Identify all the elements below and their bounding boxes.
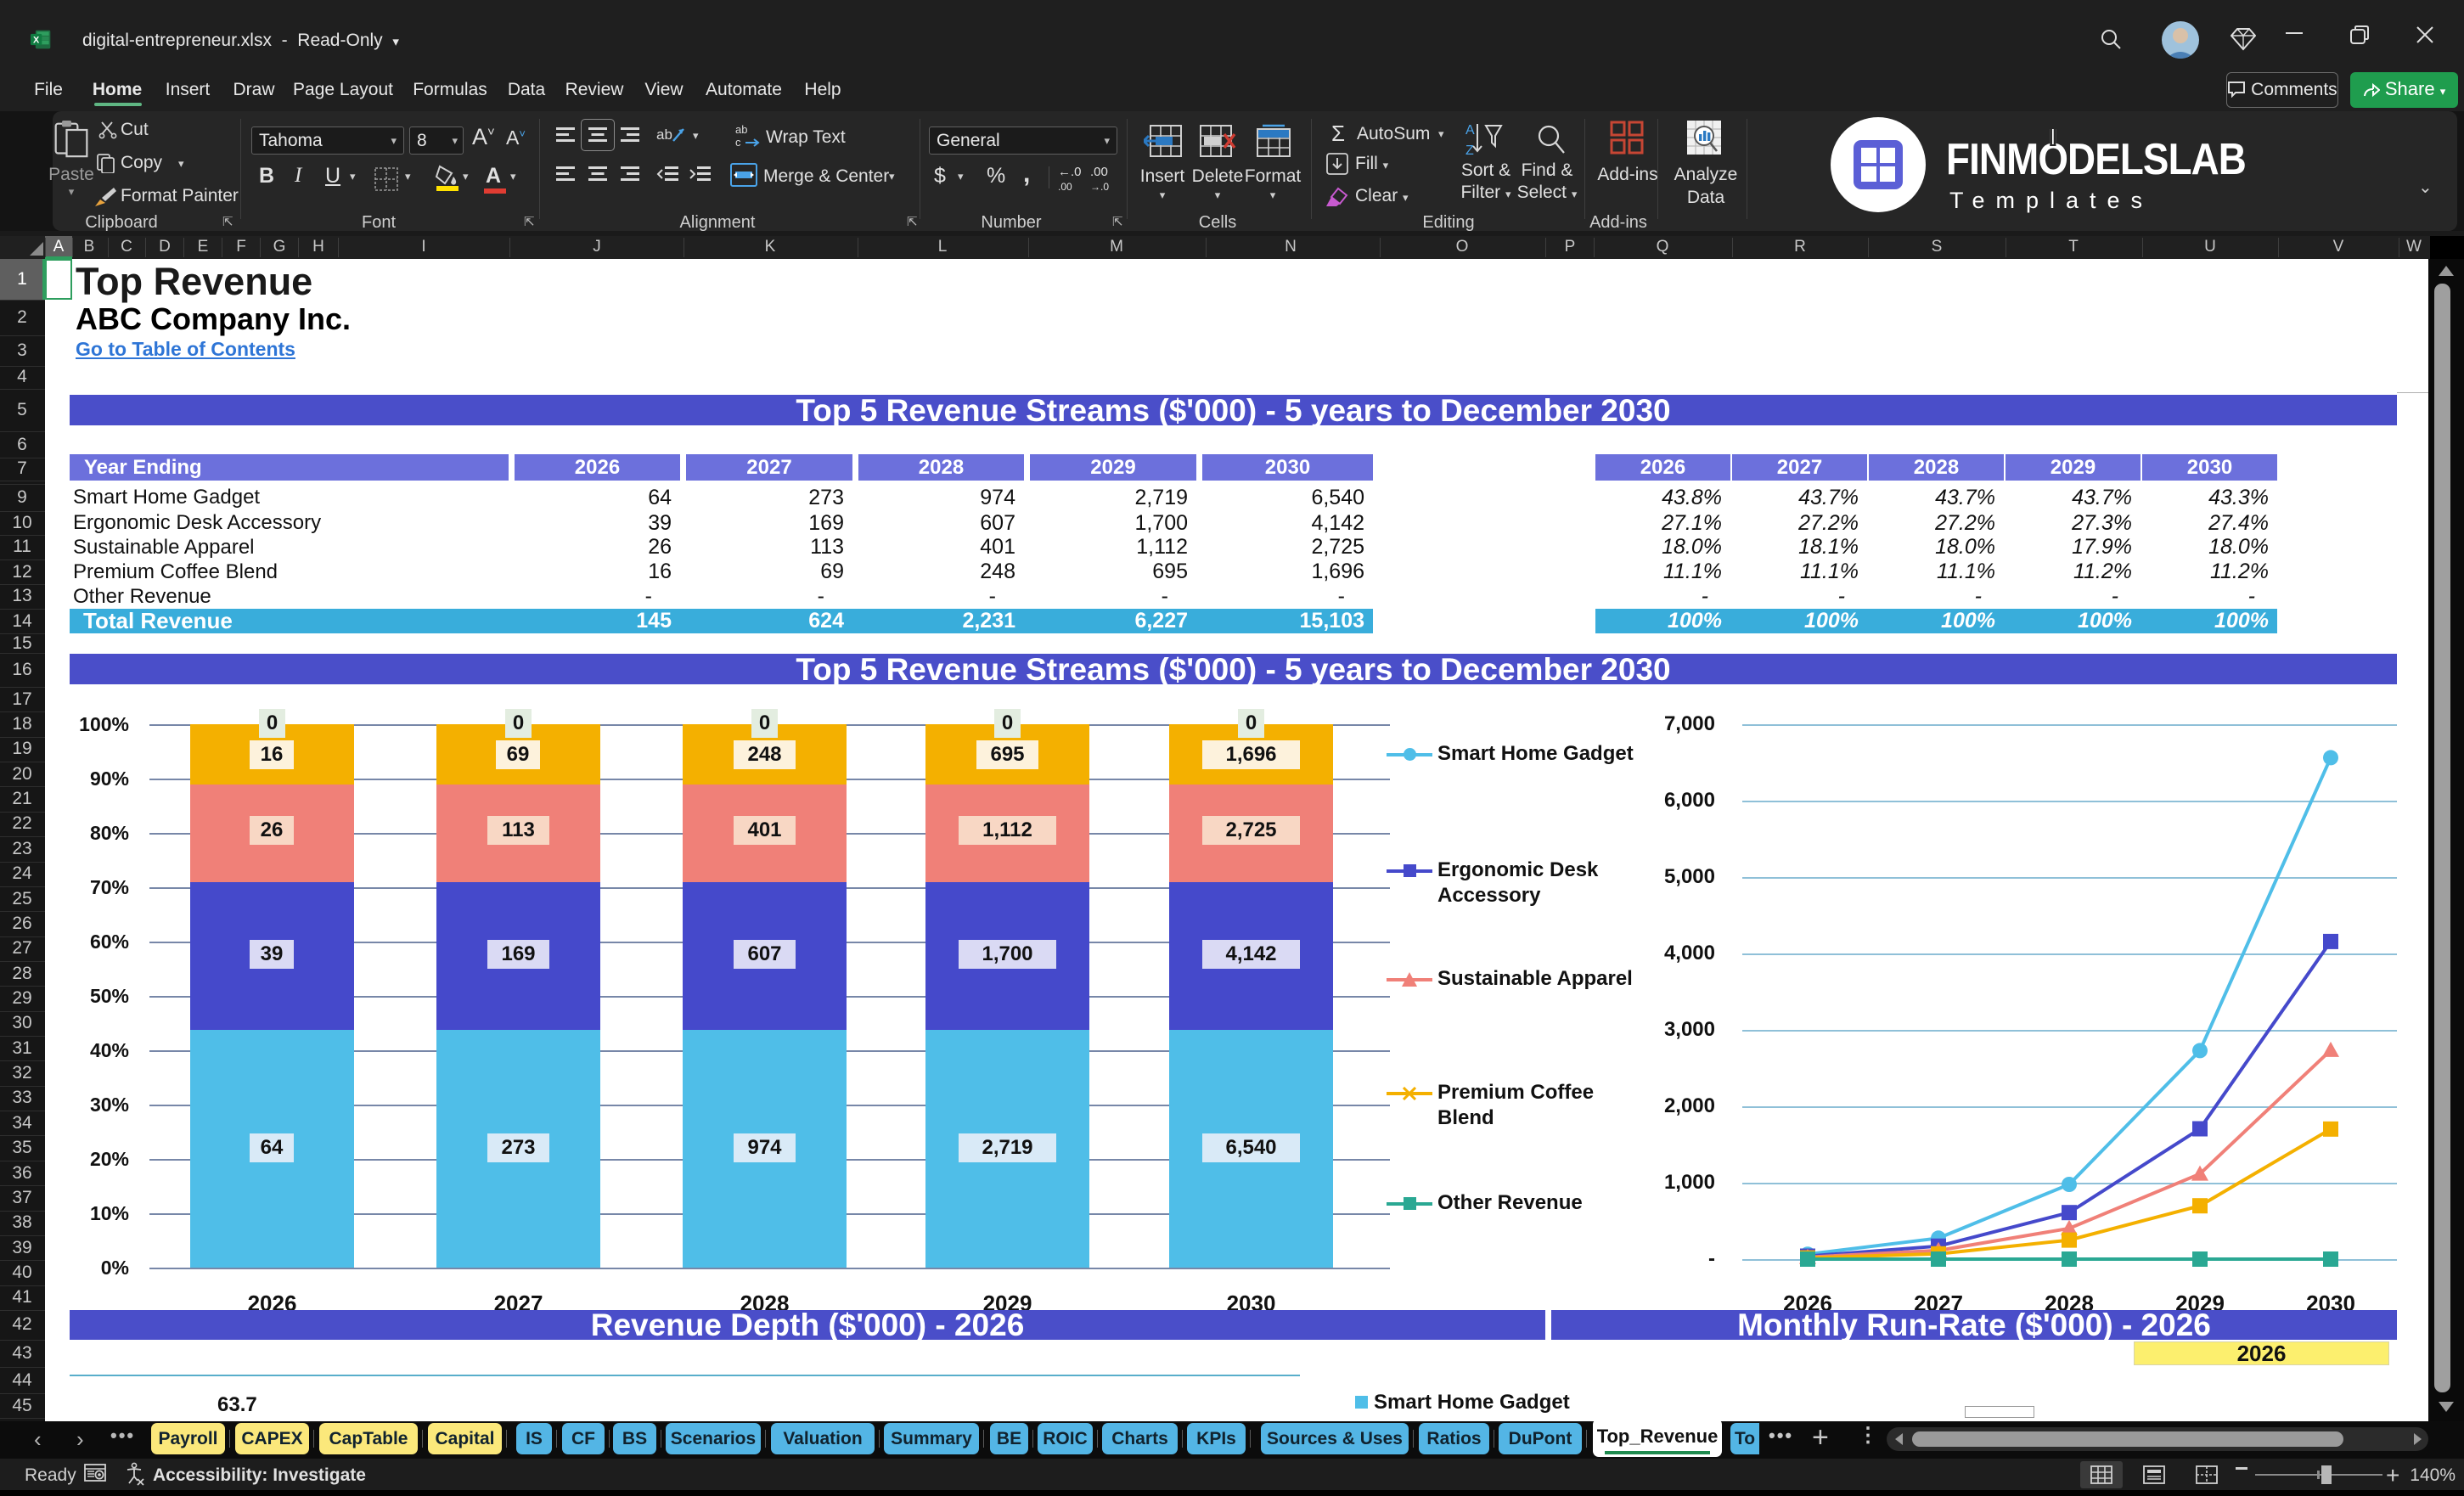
svg-text:X: X — [33, 35, 40, 45]
svg-text:Z: Z — [1465, 143, 1474, 158]
svg-text:ab: ab — [735, 123, 747, 136]
svg-text:A: A — [1465, 123, 1475, 138]
svg-text:c: c — [735, 136, 741, 149]
svg-text:ab: ab — [656, 127, 672, 143]
